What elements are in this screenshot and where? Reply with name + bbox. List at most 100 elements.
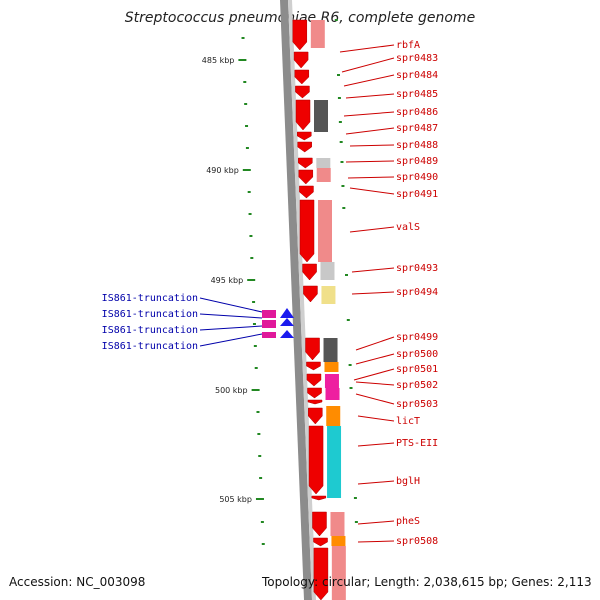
cog-box	[330, 512, 345, 536]
is-element-box	[262, 320, 276, 328]
gene-label: spr0503	[396, 399, 438, 410]
cog-box	[321, 286, 336, 304]
gene-label: spr0502	[396, 380, 438, 391]
genome-backbone	[280, 0, 312, 600]
gene-label: spr0488	[396, 140, 438, 151]
gene-label: PTS-EII	[396, 438, 438, 449]
scale-label: 490 kbp	[206, 166, 239, 175]
gene-label: spr0486	[396, 107, 438, 118]
gene-arrow	[307, 387, 322, 399]
is-label: IS861-truncation	[102, 325, 198, 336]
gene-leader-line	[343, 74, 395, 87]
is-label: IS861-truncation	[102, 341, 198, 352]
map-title: Streptococcus pneumoniae R6, complete ge…	[124, 10, 476, 26]
cog-box	[323, 338, 338, 362]
topology-label: Topology: circular; Length: 2,038,615 bp…	[262, 575, 592, 589]
cog-box	[324, 362, 339, 372]
gene-label: spr0500	[396, 349, 438, 360]
gene-leader-line	[355, 353, 395, 365]
is-element-arrow	[280, 330, 294, 338]
gene-label: rbfA	[396, 40, 420, 51]
gene-arrow	[302, 263, 317, 281]
gene-arrow	[299, 185, 314, 199]
is-leader-line	[199, 325, 263, 331]
gene-arrow	[293, 51, 309, 69]
gene-leader-line	[345, 160, 395, 163]
gene-leader-line	[343, 111, 395, 117]
scale-label: 485 kbp	[202, 56, 235, 65]
gene-arrow	[295, 85, 310, 99]
gene-label: bglH	[396, 476, 420, 487]
is-element-box	[262, 310, 276, 318]
cog-box	[320, 262, 335, 280]
gene-leader-line	[357, 480, 395, 485]
gene-leader-line	[351, 291, 395, 295]
gene-arrow	[306, 373, 322, 387]
gene-arrow	[307, 399, 323, 405]
gene-leader-line	[349, 187, 395, 195]
accession-label: Accession: NC_003098	[9, 575, 146, 589]
gene-leader-line	[357, 520, 395, 525]
cog-box	[314, 100, 328, 132]
is-leader-line	[199, 297, 263, 313]
cog-box	[331, 536, 346, 546]
is-leader-line	[199, 333, 263, 347]
gene-arrow	[311, 495, 327, 501]
gene-leader-line	[355, 393, 395, 405]
gene-arrow	[294, 69, 310, 85]
gene-arrow	[313, 547, 329, 600]
is-element-box	[262, 332, 276, 338]
cog-box	[326, 406, 341, 426]
is-label: IS861-truncation	[102, 309, 198, 320]
gene-label: spr0493	[396, 263, 438, 274]
is-element-arrow	[280, 318, 294, 326]
gene-label: licT	[396, 416, 420, 427]
cog-box	[327, 426, 342, 498]
gene-leader-line	[355, 336, 395, 351]
gene-arrow	[298, 169, 314, 185]
gene-arrow	[312, 511, 327, 537]
gene-label: spr0491	[396, 189, 438, 200]
cog-box	[310, 20, 325, 48]
gene-arrow	[303, 285, 318, 303]
gene-label: spr0489	[396, 156, 438, 167]
gene-arrow	[308, 425, 324, 495]
gene-arrow	[295, 99, 311, 131]
cog-box	[325, 388, 340, 400]
gene-arrow	[298, 157, 313, 169]
gene-arrow	[313, 537, 328, 547]
gene-leader-line	[357, 540, 395, 543]
gene-label: spr0501	[396, 364, 438, 375]
scale-label: 505 kbp	[219, 495, 252, 504]
gene-leader-line	[345, 127, 395, 135]
cog-box	[318, 200, 332, 262]
gene-label: spr0494	[396, 287, 438, 298]
is-element-arrow	[280, 308, 294, 318]
gene-arrow	[297, 141, 312, 153]
cog-box	[331, 546, 346, 600]
gene-leader-line	[341, 57, 395, 73]
cog-box	[316, 158, 331, 168]
cog-box	[324, 374, 339, 388]
gene-leader-line	[357, 442, 395, 447]
gene-label: pheS	[396, 516, 420, 527]
gene-arrow	[308, 407, 323, 425]
gene-leader-line	[347, 176, 395, 179]
gene-label: valS	[396, 222, 420, 233]
is-leader-line	[199, 313, 263, 319]
gene-arrow	[299, 199, 315, 263]
gene-arrow	[292, 19, 308, 51]
gene-leader-line	[345, 93, 395, 99]
gene-arrow	[297, 131, 312, 141]
gene-leader-line	[351, 267, 395, 273]
gene-arrow	[305, 337, 320, 361]
gene-leader-line	[349, 226, 395, 233]
gene-label: spr0484	[396, 70, 438, 81]
gene-leader-line	[353, 368, 395, 381]
gene-label: spr0490	[396, 172, 438, 183]
cog-box	[316, 168, 331, 182]
gene-leader-line	[349, 144, 395, 147]
gene-label: spr0499	[396, 332, 438, 343]
